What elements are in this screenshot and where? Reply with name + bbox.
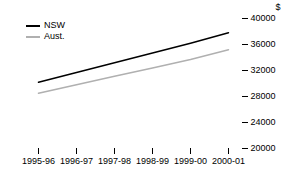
svg-text:20000: 20000 — [251, 143, 276, 153]
svg-text:24000: 24000 — [251, 117, 276, 127]
svg-text:40000: 40000 — [251, 13, 276, 23]
svg-text:1996-97: 1996-97 — [60, 156, 93, 166]
html-text:NSW: NSW — [44, 20, 65, 30]
svg-text:1998-99: 1998-99 — [136, 156, 169, 166]
svg-text:36000: 36000 — [251, 39, 276, 49]
svg-text:1997-98: 1997-98 — [98, 156, 131, 166]
svg-text:2000-01: 2000-01 — [212, 156, 245, 166]
html-text:Aust.: Aust. — [44, 31, 65, 41]
svg-text:28000: 28000 — [251, 91, 276, 101]
svg-text:1995-96: 1995-96 — [22, 156, 55, 166]
svg-text:1999-00: 1999-00 — [174, 156, 207, 166]
svg-text:32000: 32000 — [251, 65, 276, 75]
svg-text:$: $ — [275, 2, 280, 12]
